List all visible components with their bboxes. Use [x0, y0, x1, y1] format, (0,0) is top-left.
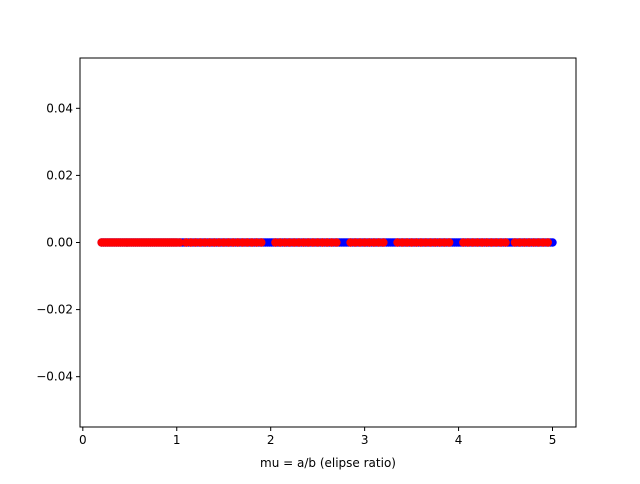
- x-tick-label: 4: [455, 433, 463, 447]
- data-point: [501, 238, 510, 247]
- x-tick-label: 5: [549, 433, 557, 447]
- y-tick-label: 0.00: [46, 236, 73, 250]
- data-points-layer: [97, 238, 557, 247]
- data-point: [175, 238, 184, 247]
- data-point: [257, 238, 266, 247]
- x-axis-label: mu = a/b (elipse ratio): [260, 456, 396, 470]
- data-point: [379, 238, 388, 247]
- y-tick-label: 0.02: [46, 168, 73, 182]
- data-point: [444, 238, 454, 247]
- x-tick-label: 1: [173, 433, 181, 447]
- y-tick-label: −0.04: [36, 370, 73, 384]
- data-point: [332, 238, 341, 247]
- x-tick-label: 3: [361, 433, 369, 447]
- y-axis-ticks: −0.04 −0.02 0.00 0.02 0.04: [36, 101, 80, 384]
- x-axis-ticks: 0 1 2 3 4 5: [79, 427, 556, 447]
- y-tick-label: 0.04: [46, 101, 73, 115]
- x-tick-label: 0: [79, 433, 87, 447]
- y-tick-label: −0.02: [36, 303, 73, 317]
- x-tick-label: 2: [267, 433, 275, 447]
- series-1: [97, 238, 553, 247]
- data-point: [543, 238, 553, 247]
